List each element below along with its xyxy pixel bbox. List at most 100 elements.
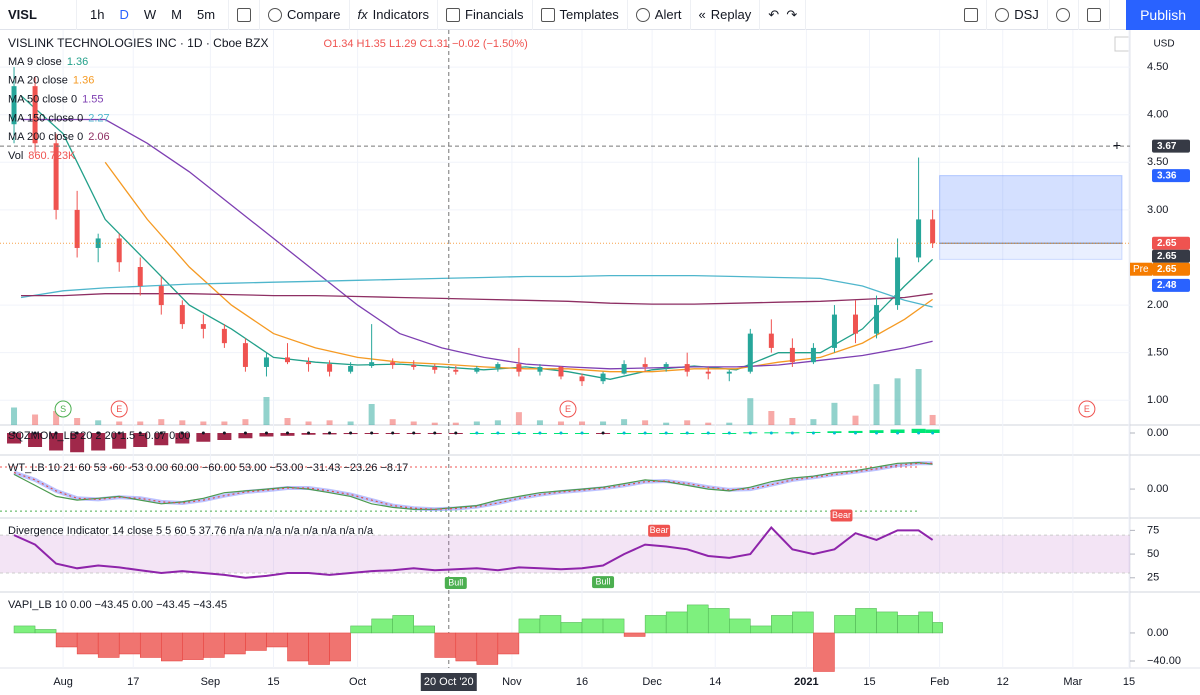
vapi-bar (329, 632, 351, 662)
squeeze-dot (159, 431, 163, 435)
x-tick-label: 15 (1123, 676, 1135, 688)
squeeze-dot (748, 431, 752, 435)
candle-body (221, 328, 227, 344)
momentum-bar (175, 433, 190, 444)
candle-body (348, 365, 354, 372)
symbol-search[interactable]: VISL (0, 0, 77, 30)
vapi-bar (287, 632, 309, 662)
volume-bar (410, 421, 417, 425)
chart-style[interactable] (229, 0, 261, 30)
volume-bar (810, 419, 817, 425)
candle-body (32, 86, 38, 144)
squeeze-dot (601, 431, 605, 435)
indicator-line (13, 462, 933, 510)
vapi-bar (932, 622, 943, 634)
label: DSJ (1014, 7, 1039, 22)
candle-body (600, 373, 606, 382)
fullscreen[interactable] (956, 0, 988, 30)
vapi-bar (76, 632, 99, 655)
squeeze-dot (559, 431, 563, 435)
moving-average (104, 161, 933, 373)
volume-bar (368, 404, 375, 425)
candle-body (852, 314, 858, 334)
x-tick-label: Sep (201, 676, 221, 688)
interval[interactable]: W (143, 7, 157, 22)
volume-bar (263, 397, 270, 425)
y-tick-label: 1.50 (1147, 347, 1168, 359)
icon (635, 7, 650, 22)
pane-title: VAPI_LB 10 0.00 −43.45 0.00 −43.45 −43.4… (8, 599, 227, 611)
vapi-bar (707, 608, 730, 634)
divergence-label: Bull (448, 577, 463, 587)
candle-body (263, 357, 269, 367)
interval[interactable]: 1h (90, 7, 105, 22)
financials-button[interactable]: Financials (438, 0, 533, 30)
legend-value: 2.27 (88, 112, 109, 124)
x-tick-label: Feb (930, 676, 949, 688)
vapi-bar (665, 611, 688, 634)
squeeze-dot (33, 431, 37, 435)
price-tag (1152, 278, 1190, 292)
templates-button[interactable]: Templates (533, 0, 628, 30)
vapi-bar (97, 632, 120, 658)
profit-zone (939, 175, 1123, 244)
x-tick-label: Oct (349, 676, 366, 688)
candle-body (306, 362, 312, 365)
indicator-line (13, 461, 933, 510)
snapshot-button[interactable] (1079, 0, 1110, 30)
legend-value: 860.723K (28, 150, 76, 162)
alert-button[interactable]: Alert (628, 0, 691, 30)
vapi-bar (623, 632, 646, 637)
squeeze-dot (264, 431, 268, 435)
candle-body (411, 365, 417, 367)
candle-body (810, 347, 816, 363)
volume-bar (389, 419, 396, 425)
indicators-button[interactable]: fx Indicators (350, 0, 439, 30)
squeeze-dot (475, 431, 479, 435)
label: Replay (710, 7, 752, 22)
settings-button[interactable] (1048, 0, 1079, 30)
divergence-tag (830, 509, 853, 522)
interval[interactable]: D (119, 7, 129, 22)
vapi-bar (371, 618, 393, 634)
candle-body (874, 305, 880, 334)
volume-bar (221, 421, 228, 425)
volume-bar (95, 420, 102, 425)
x-grid (62, 30, 1130, 668)
squeeze-dot (917, 431, 921, 435)
scale-button[interactable] (1114, 36, 1130, 52)
volume-bar (326, 420, 333, 425)
publish-button[interactable]: Publish (1126, 0, 1200, 30)
candle-body (74, 209, 80, 248)
layout-button[interactable]: DSJ (987, 0, 1048, 30)
interval[interactable]: M (171, 7, 182, 22)
loss-zone (939, 242, 1123, 260)
divergence-label: Bear (650, 525, 669, 535)
squeeze-dot (853, 431, 857, 435)
toolbar: VISL 1h D W M 5m Compare fx Indicators Fi… (0, 0, 1200, 30)
momentum-bar (196, 433, 211, 442)
compare-button[interactable]: Compare (260, 0, 350, 30)
event-marker (54, 400, 72, 418)
x-tick-label: Dec (642, 676, 662, 688)
volume-bar (726, 422, 733, 425)
candle-body (705, 371, 711, 374)
volume-bar (32, 414, 39, 425)
vapi-bar (750, 625, 772, 634)
undo-redo[interactable]: ↶ ↷ (760, 0, 807, 30)
candle-body (200, 324, 206, 329)
candle-body (390, 362, 396, 366)
price-tag (1152, 169, 1190, 183)
volume-bar (852, 415, 859, 425)
interval[interactable]: 5m (196, 7, 216, 22)
candle-body (726, 371, 732, 374)
legend-value: 1.36 (67, 56, 88, 68)
crosshair-date-bg (420, 673, 477, 691)
x-tick-label: Nov (502, 676, 522, 688)
vapi-bar (876, 611, 898, 634)
replay-button[interactable]: « Replay (691, 0, 761, 30)
squeeze-dot (54, 431, 58, 435)
currency: USD (1153, 39, 1174, 50)
legend-name: MA 9 close (8, 56, 62, 68)
